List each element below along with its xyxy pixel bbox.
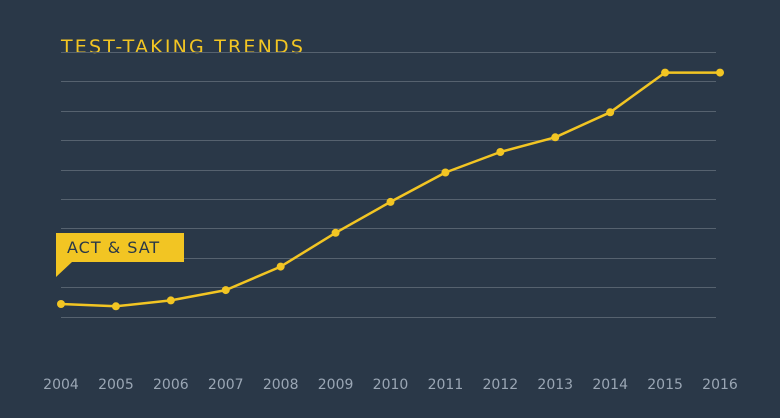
x-tick-label: 2016 — [702, 377, 738, 393]
x-tick-label: 2014 — [592, 377, 628, 393]
series-line — [60, 71, 720, 308]
x-tick-label: 2008 — [263, 377, 299, 393]
x-tick-label: 2004 — [43, 377, 79, 393]
series-label-act-sat: ACT & SAT — [67, 238, 160, 257]
data-point — [661, 68, 670, 77]
data-point — [111, 302, 120, 311]
x-tick-label: 2009 — [318, 377, 354, 393]
data-point — [166, 296, 175, 305]
data-point — [606, 108, 615, 117]
x-tick-label: 2015 — [647, 377, 683, 393]
x-tick-label: 2005 — [98, 377, 134, 393]
data-point — [441, 168, 450, 177]
x-tick-label: 2010 — [373, 377, 409, 393]
data-point — [331, 228, 340, 237]
gridlines — [61, 52, 716, 318]
data-point — [221, 286, 230, 295]
data-point — [496, 148, 505, 156]
x-tick-label: 2007 — [208, 377, 244, 393]
data-point — [386, 197, 395, 206]
data-point — [276, 262, 285, 271]
data-point — [57, 300, 65, 308]
x-axis-tick-labels: 2004 2005 2006 2007 2008 2009 2010 2011 2012 2013… — [43, 377, 738, 393]
data-point — [551, 133, 560, 142]
x-tick-label: 2013 — [537, 377, 573, 393]
series-callout: ACT & SAT — [56, 233, 184, 277]
callout-box — [56, 233, 184, 277]
data-point — [716, 68, 724, 77]
x-tick-label: 2011 — [428, 377, 464, 393]
series-group — [57, 68, 724, 311]
x-tick-label: 2006 — [153, 377, 189, 393]
x-tick-label: 2012 — [483, 377, 519, 393]
